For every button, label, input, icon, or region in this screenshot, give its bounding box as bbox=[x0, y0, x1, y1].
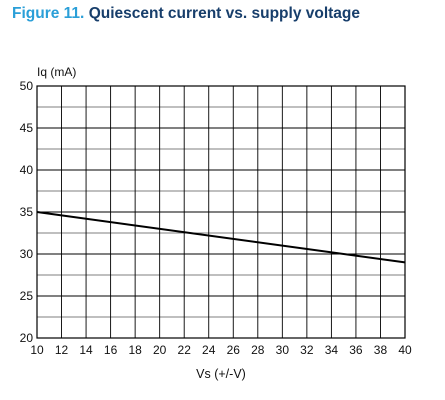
x-tick-label: 10 bbox=[30, 343, 44, 357]
x-tick-label: 16 bbox=[104, 343, 118, 357]
x-tick-label: 20 bbox=[153, 343, 167, 357]
x-axis-label: Vs (+/-V) bbox=[196, 367, 246, 381]
x-tick-label: 28 bbox=[251, 343, 265, 357]
y-tick-label: 45 bbox=[20, 121, 34, 135]
x-tick-label: 12 bbox=[55, 343, 69, 357]
y-tick-label: 30 bbox=[20, 247, 34, 261]
x-tick-label: 40 bbox=[398, 343, 412, 357]
y-tick-label: 25 bbox=[20, 289, 34, 303]
x-tick-label: 26 bbox=[227, 343, 241, 357]
series-line bbox=[36, 211, 406, 264]
y-tick-label: 50 bbox=[20, 79, 34, 93]
y-axis-label: Iq (mA) bbox=[37, 65, 76, 79]
x-tick-label: 38 bbox=[374, 343, 388, 357]
figure-number: Figure 11. bbox=[12, 5, 85, 22]
y-tick-label: 35 bbox=[20, 205, 34, 219]
y-tick-label: 20 bbox=[20, 331, 34, 345]
x-tick-labels: 10 12 14 16 18 20 22 24 26 28 30 32 34 36 38 40 bbox=[30, 343, 412, 357]
x-tick-label: 22 bbox=[178, 343, 192, 357]
y-tick-labels: 20 25 30 35 40 45 50 bbox=[20, 79, 34, 345]
x-tick-label: 14 bbox=[79, 343, 93, 357]
x-tick-label: 30 bbox=[276, 343, 290, 357]
chart-series bbox=[36, 211, 406, 264]
x-tick-label: 34 bbox=[325, 343, 339, 357]
x-tick-label: 24 bbox=[202, 343, 216, 357]
figure-caption: Quiescent current vs. supply voltage bbox=[88, 5, 361, 22]
x-tick-label: 32 bbox=[300, 343, 314, 357]
x-tick-label: 36 bbox=[349, 343, 363, 357]
x-tick-label: 18 bbox=[128, 343, 142, 357]
chart-grid bbox=[36, 85, 406, 339]
figure-title: Figure 11. Quiescent current vs. supply … bbox=[12, 5, 360, 23]
y-tick-label: 40 bbox=[20, 163, 34, 177]
